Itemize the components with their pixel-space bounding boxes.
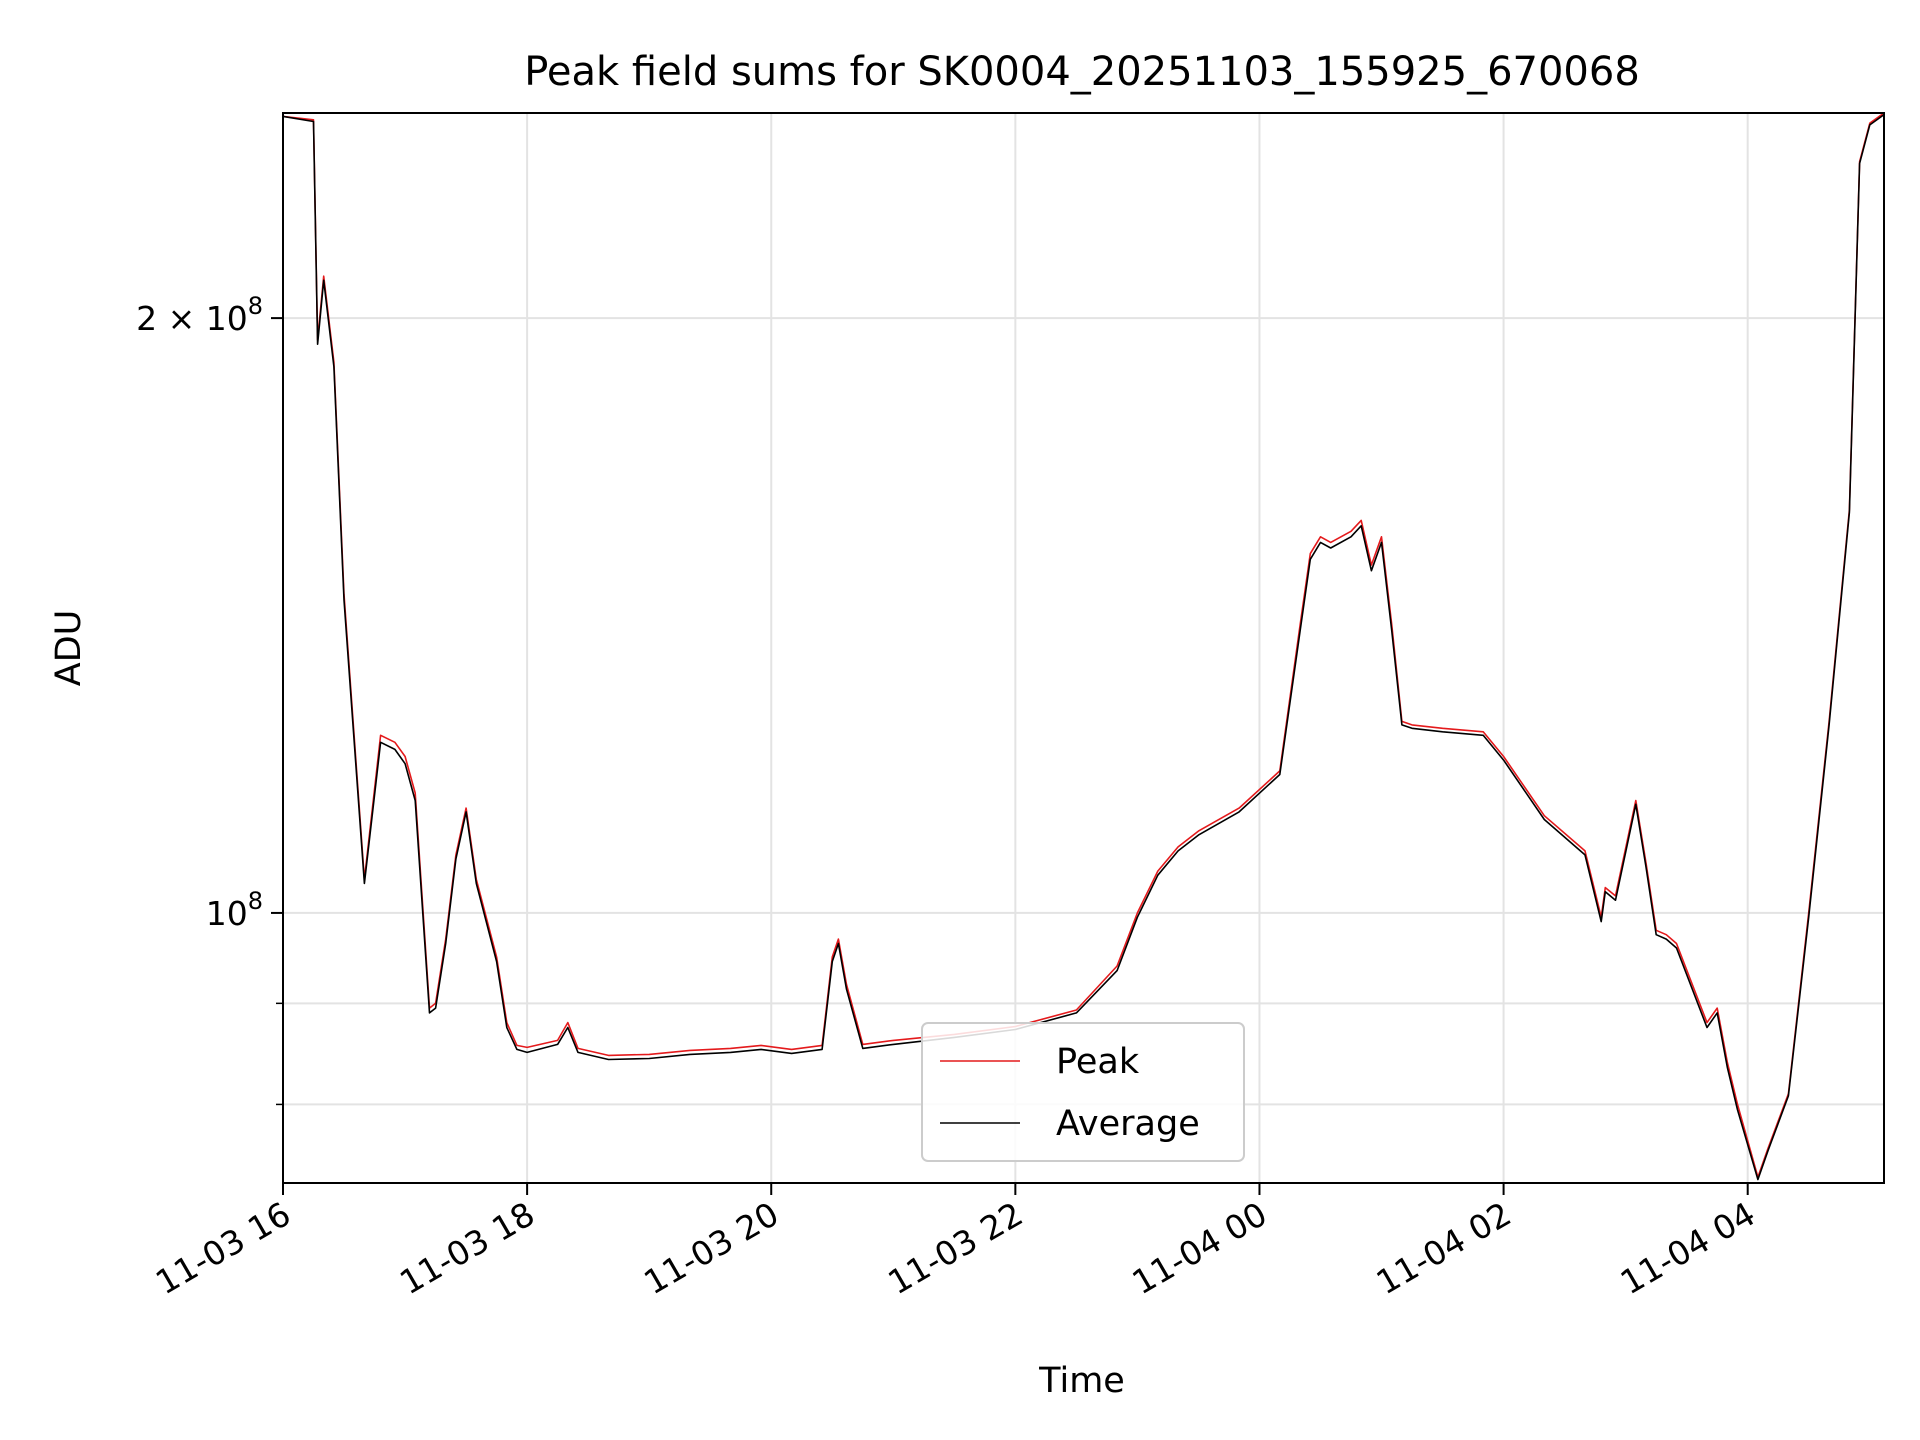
- chart-title: Peak field sums for SK0004_20251103_1559…: [524, 49, 1640, 95]
- y-tick-label-1: 2 × 108: [136, 292, 263, 338]
- y-axis-label: ADU: [49, 610, 89, 687]
- x-axis-label: Time: [1038, 1361, 1125, 1401]
- plot-series: [283, 113, 1884, 1181]
- series-line-average: [283, 114, 1884, 1181]
- y-axis-ticks: 108 2 × 108: [136, 292, 283, 1106]
- legend-label-average: Average: [1056, 1104, 1200, 1144]
- legend-box: [921, 1022, 1245, 1162]
- legend: Peak Average: [921, 1022, 1245, 1162]
- y-tick-label-0: 108: [206, 887, 263, 933]
- plot-frame: [282, 112, 1885, 1184]
- legend-label-peak: Peak: [1056, 1042, 1140, 1082]
